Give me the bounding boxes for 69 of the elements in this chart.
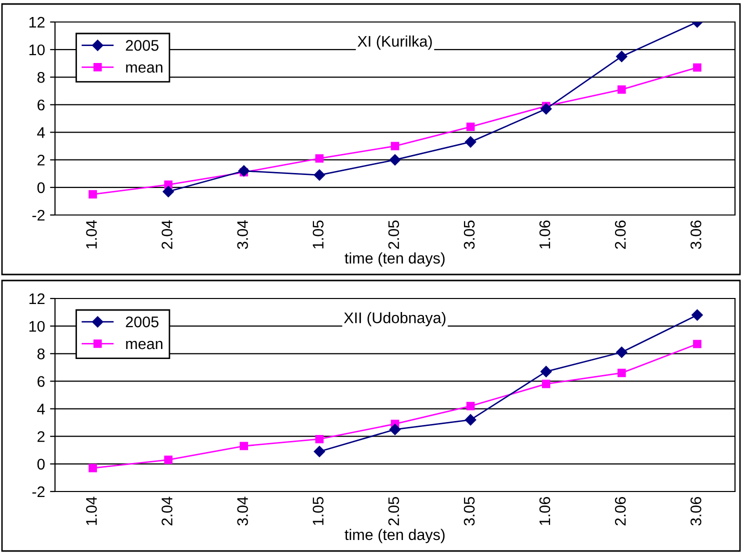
- y-tick-label: 0: [37, 182, 45, 194]
- point: [693, 63, 702, 72]
- x-tick-label: 1.06: [539, 497, 550, 525]
- x-tick-label: 1.05: [312, 497, 324, 525]
- x-tick-label: 1.06: [539, 220, 550, 248]
- y-tick-label: 10: [29, 44, 45, 56]
- point: [466, 122, 475, 131]
- x-tick-label: 2.04: [162, 220, 172, 249]
- point: [618, 368, 626, 378]
- x-tick-label: 3.05: [464, 220, 475, 250]
- y-tick-label: 8: [37, 72, 45, 83]
- y-tick-label: 10: [29, 320, 45, 332]
- y-tick-label: 6: [38, 376, 45, 387]
- legend-label: 2005: [126, 40, 158, 51]
- y-tick-label: 0: [37, 458, 45, 470]
- y-tick-label: 4: [37, 404, 45, 414]
- legend-label: 2005: [126, 316, 158, 328]
- y-tick-label: 8: [37, 348, 45, 360]
- point: [88, 190, 97, 198]
- point: [692, 309, 703, 321]
- y-tick-label: -2: [32, 486, 45, 498]
- x-tick-label: 1.05: [312, 220, 324, 248]
- x-tick-label: 3.04: [237, 220, 248, 250]
- point: [540, 103, 552, 114]
- x-tick-label: 2.04: [162, 496, 172, 526]
- x-tick-label: 3.06: [690, 220, 702, 250]
- x-tick-label: 3.05: [464, 497, 475, 526]
- y-tick-label: -2: [32, 210, 45, 221]
- x-tick-label: 1.04: [86, 496, 97, 525]
- x-tick-label: 3.06: [690, 497, 702, 526]
- x-tick-label: 2.06: [614, 497, 626, 526]
- point: [693, 340, 702, 348]
- point: [240, 442, 248, 450]
- point: [618, 85, 626, 94]
- point: [466, 402, 475, 410]
- point: [314, 446, 326, 458]
- y-tick-label: 2: [38, 431, 45, 442]
- text: XI (Kurilka): [358, 36, 432, 50]
- point: [315, 434, 324, 444]
- point: [162, 186, 174, 198]
- point: [464, 136, 476, 148]
- y-tick-label: 12: [29, 16, 45, 28]
- point: [88, 464, 97, 472]
- point: [390, 142, 400, 150]
- y-tick-label: 6: [38, 100, 45, 110]
- point: [616, 50, 628, 62]
- x-axis-title: time (ten days): [344, 528, 445, 544]
- x-tick-label: 3.04: [237, 496, 248, 526]
- x-tick-label: 2.05: [388, 220, 400, 249]
- y-tick-label: 4: [37, 127, 45, 138]
- point: [464, 414, 476, 426]
- point: [389, 154, 401, 166]
- point: [389, 424, 401, 436]
- text: XII (Udobnaya): [344, 312, 446, 326]
- x-tick-label: 2.06: [614, 220, 626, 249]
- point: [238, 165, 250, 176]
- x-tick-label: 2.05: [388, 497, 400, 526]
- x-axis-title: time (ten days): [344, 252, 445, 267]
- x-tick-label: 1.04: [86, 220, 97, 248]
- point: [616, 346, 628, 358]
- legend-label: mean: [126, 64, 162, 73]
- y-tick-label: 2: [38, 154, 45, 166]
- point: [315, 154, 324, 163]
- point: [314, 169, 326, 181]
- y-tick-label: 12: [29, 293, 45, 304]
- point: [540, 366, 552, 378]
- point: [164, 456, 172, 464]
- point: [542, 380, 550, 388]
- legend-label: mean: [126, 340, 162, 350]
